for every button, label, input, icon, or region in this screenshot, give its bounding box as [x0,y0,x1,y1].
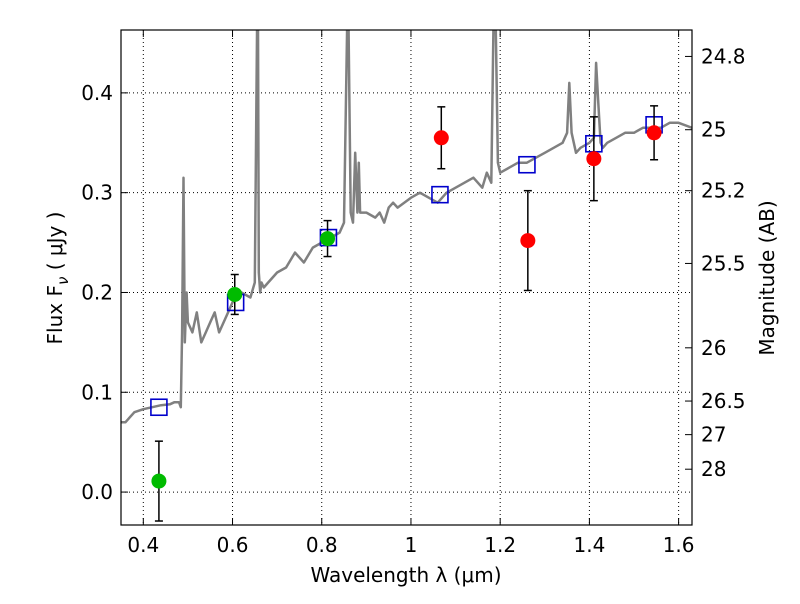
y-axis-label: Flux Fν ( μJy ) [43,212,72,345]
y-tick-label: 0.3 [81,181,113,205]
nir-photometry-point [520,233,536,249]
x-tick-label: 0.4 [127,533,159,557]
y-axis-label-unit: ( μJy ) [43,212,67,277]
y-tick-label: 0.0 [81,480,113,504]
mag-tick-label: 26.5 [701,389,746,413]
optical-photometry-point [320,231,336,247]
x-tick-label: 0.8 [306,533,338,557]
optical-photometry-point [151,473,167,489]
mag-tick-label: 25 [701,118,726,142]
y-axis-label-main: Flux F [43,285,67,344]
right-axis-label: Magnitude (AB) [755,200,779,355]
mag-tick-label: 25.5 [701,251,746,275]
x-tick-label: 1 [405,533,418,557]
x-tick-label: 1.2 [484,533,516,557]
y-tick-label: 0.4 [81,81,113,105]
x-tick-label: 1.6 [663,533,695,557]
y-tick-label: 0.2 [81,280,113,304]
x-axis-label: Wavelength λ (μm) [310,563,501,587]
model-photometry-point [431,185,449,204]
optical-photometry-point [227,286,243,302]
mag-tick-label: 26 [701,336,726,360]
model-photometry-point [518,155,536,174]
model-photometry-point [150,398,168,417]
grid [121,30,692,525]
mag-tick-label: 27 [701,423,726,447]
mag-tick-label: 28 [701,457,726,481]
y-axis-label-nu: ν [54,277,72,285]
axes: 0.4 0.6 0.8 1 1.2 1.4 1.6 0.0 0.1 0.2 0.3 0.4 24.8 25… [81,29,746,557]
mag-tick-label: 24.8 [701,44,746,68]
nir-photometry-point [433,130,449,146]
nir-photometry-point [586,151,602,167]
plot-frame [120,29,693,526]
x-tick-label: 1.4 [573,533,605,557]
x-tick-label: 0.6 [217,533,249,557]
mag-tick-label: 25.2 [701,179,746,203]
y-tick-label: 0.1 [81,380,113,404]
nir-photometry-point [646,125,662,141]
spectrum-line [121,30,692,424]
plot-area [121,30,692,522]
